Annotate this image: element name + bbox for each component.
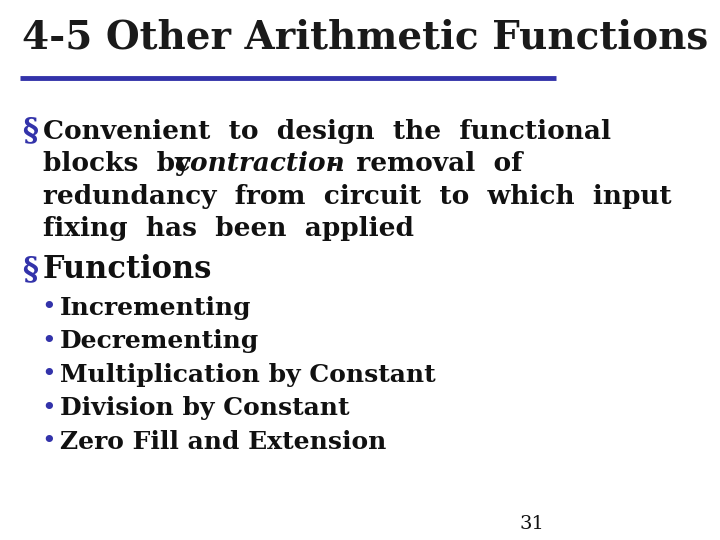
- Text: Functions: Functions: [42, 254, 212, 286]
- Text: Incrementing: Incrementing: [60, 296, 251, 320]
- Text: §: §: [22, 116, 37, 147]
- Text: Convenient  to  design  the  functional: Convenient to design the functional: [42, 119, 611, 144]
- Text: Division by Constant: Division by Constant: [60, 396, 349, 420]
- Text: 4-5 Other Arithmetic Functions: 4-5 Other Arithmetic Functions: [22, 19, 708, 57]
- Text: •: •: [41, 430, 56, 453]
- Text: fixing  has  been  applied: fixing has been applied: [42, 216, 414, 241]
- Text: contraction: contraction: [174, 151, 345, 176]
- Text: 31: 31: [520, 515, 545, 533]
- Text: Zero Fill and Extension: Zero Fill and Extension: [60, 430, 387, 454]
- Text: redundancy  from  circuit  to  which  input: redundancy from circuit to which input: [42, 184, 672, 208]
- Text: •: •: [41, 397, 56, 420]
- Text: Decrementing: Decrementing: [60, 329, 259, 353]
- Text: •: •: [41, 296, 56, 319]
- Text: -  removal  of: - removal of: [310, 151, 523, 176]
- Text: Multiplication by Constant: Multiplication by Constant: [60, 363, 436, 387]
- Text: blocks  by: blocks by: [42, 151, 208, 176]
- Text: •: •: [41, 330, 56, 353]
- Text: •: •: [41, 363, 56, 386]
- Text: §: §: [22, 254, 37, 286]
